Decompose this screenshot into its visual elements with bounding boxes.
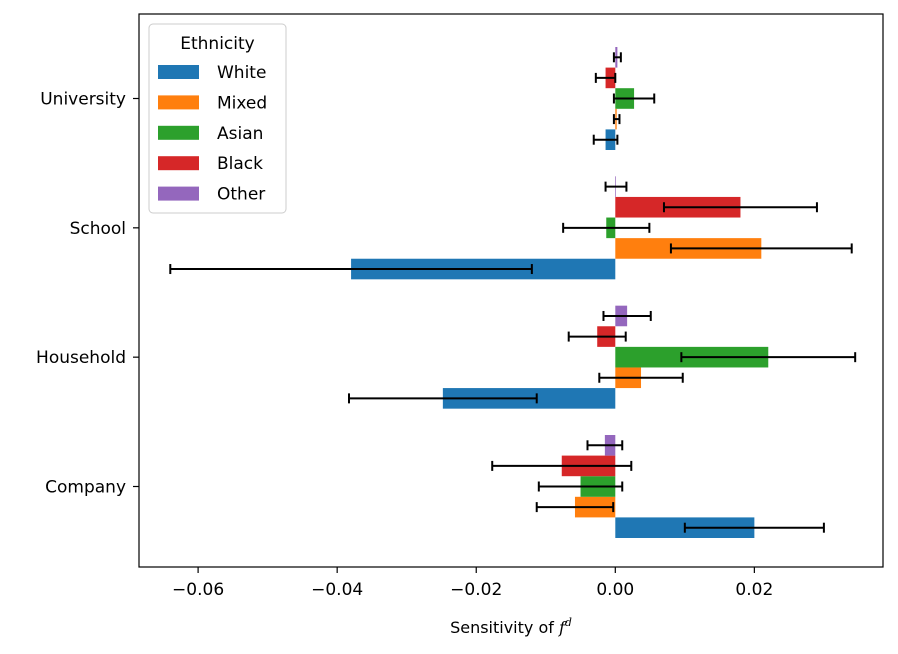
error-bar-asian-school — [562, 222, 651, 233]
error-bar-other-household — [602, 310, 652, 321]
error-bar-black-school — [662, 202, 818, 213]
error-bar-white-company — [683, 522, 825, 533]
y-tick-label-company: Company — [45, 478, 126, 498]
error-bar-other-company — [586, 440, 624, 451]
y-tick-label-university: University — [40, 90, 126, 110]
legend-label-mixed: Mixed — [217, 93, 267, 113]
error-bar-white-school — [169, 264, 533, 275]
x-axis-label-math: f — [558, 618, 568, 637]
legend-swatch-mixed — [158, 95, 199, 110]
error-bar-asian-university — [612, 93, 656, 104]
error-bar-mixed-household — [598, 372, 684, 383]
error-bar-black-company — [491, 460, 633, 471]
x-axis-label-superscript: d — [565, 616, 572, 629]
error-bar-black-household — [567, 331, 627, 342]
error-bar-mixed-school — [669, 243, 853, 254]
x-axis-label-text: Sensitivity of — [450, 618, 559, 637]
error-bar-black-university — [594, 72, 617, 83]
plot-frame — [138, 13, 884, 568]
x-tick-label: 0.02 — [735, 580, 773, 600]
error-bar-other-school — [604, 181, 628, 192]
error-bar-mixed-university — [612, 114, 621, 125]
legend-title: Ethnicity — [180, 34, 254, 54]
legend-label-asian: Asian — [217, 124, 263, 144]
y-axis-ticks: Company Household School University — [36, 90, 139, 498]
legend-label-white: White — [217, 63, 266, 83]
x-axis-ticks: −0.06 −0.04 −0.02 0.00 0.02 — [172, 567, 773, 600]
x-tick-label: −0.02 — [450, 580, 502, 600]
error-bar-mixed-company — [535, 502, 615, 513]
x-tick-label: −0.04 — [311, 580, 363, 600]
x-tick-label: 0.00 — [596, 580, 634, 600]
error-bar-white-university — [592, 134, 619, 145]
legend-swatch-other — [158, 186, 199, 201]
legend-swatch-black — [158, 156, 199, 171]
error-bar-other-university — [612, 52, 622, 63]
legend: Ethnicity White Mixed Asian Black Other — [148, 23, 287, 214]
error-bar-asian-company — [537, 481, 624, 492]
error-bar-white-household — [347, 393, 538, 404]
x-tick-label: −0.06 — [172, 580, 224, 600]
x-axis-label: Sensitivity of fd — [450, 616, 572, 637]
legend-label-other: Other — [217, 185, 265, 205]
y-tick-label-school: School — [70, 219, 126, 239]
legend-swatch-asian — [158, 125, 199, 140]
error-bar-asian-household — [680, 352, 857, 363]
legend-label-black: Black — [217, 154, 263, 174]
error-bars-layer — [169, 52, 857, 533]
legend-swatch-white — [158, 65, 199, 79]
bars-layer — [351, 47, 769, 538]
y-tick-label-household: Household — [36, 348, 126, 368]
